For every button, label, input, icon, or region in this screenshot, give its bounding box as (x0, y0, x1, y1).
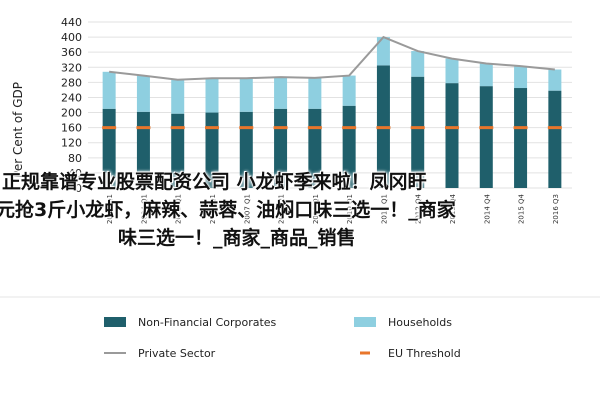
bar-households (205, 78, 219, 113)
x-tick-layer: 2003 Q1 2004 Q1 2005 Q1 2006 Q1 2007 Q1 2008 … (106, 193, 560, 224)
y-tick-label: 200 (61, 107, 82, 120)
x-tick-label: 2004 Q1 (140, 194, 148, 224)
x-tick-label: 2009 Q1 (312, 194, 320, 224)
x-tick-label: 2011 Q1 (380, 194, 388, 224)
bar-non-financial-corporates (136, 111, 150, 188)
bar-households (102, 71, 116, 109)
bar-non-financial-corporates (514, 88, 528, 188)
y-tick-label: 360 (61, 46, 82, 59)
bar-households (376, 37, 390, 66)
bar-households (274, 77, 288, 109)
y-tick-layer: 0 40 80 120 160 200 240 280 320 360 400 440 (61, 16, 82, 195)
x-tick-label: 2007 Q1 (243, 194, 251, 224)
bar-households (308, 77, 322, 109)
bar-households (445, 58, 459, 84)
x-tick-label: 2008 Q1 (278, 194, 286, 224)
x-tick-label: 2006 Q1 (209, 194, 217, 224)
x-tick-label: 2016 Q3 (552, 194, 560, 224)
y-tick-label: 320 (61, 61, 82, 74)
bar-households (342, 75, 356, 106)
legend-swatch (104, 317, 126, 327)
x-tick-label: 2012 Q4 (415, 193, 423, 224)
bar-non-financial-corporates (171, 113, 185, 188)
bar-households (479, 63, 493, 87)
bar-non-financial-corporates (445, 83, 459, 188)
y-tick-label: 160 (61, 122, 82, 135)
bar-non-financial-corporates (479, 86, 493, 188)
y-tick-label: 240 (61, 91, 82, 104)
bar-non-financial-corporates (205, 112, 219, 188)
x-tick-label: 2003 Q1 (106, 194, 114, 224)
y-tick-label: 440 (61, 16, 82, 29)
x-tick-label: 2013 Q4 (449, 193, 457, 224)
line-layer (102, 35, 562, 130)
bar-non-financial-corporates (274, 108, 288, 188)
x-tick-label: 2010 Q1 (346, 194, 354, 224)
legend-label: Households (388, 316, 452, 329)
bar-households (171, 79, 185, 114)
y-tick-label: 280 (61, 76, 82, 89)
legend-label: Private Sector (138, 347, 216, 360)
y-tick-label: 40 (68, 167, 82, 180)
bar-non-financial-corporates (342, 105, 356, 188)
bar-non-financial-corporates (411, 76, 425, 188)
x-tick-label: 2014 Q4 (483, 193, 491, 224)
legend: Non-Financial Corporates Households Privat… (104, 316, 461, 360)
bar-households (239, 78, 253, 112)
x-tick-label: 2005 Q1 (175, 194, 183, 224)
legend-label: EU Threshold (388, 347, 461, 360)
line-private-sector (109, 35, 555, 81)
y-tick-label: 0 (75, 182, 82, 195)
bar-non-financial-corporates (239, 111, 253, 188)
bar-households (514, 66, 528, 89)
legend-swatch (354, 317, 376, 327)
bar-non-financial-corporates (308, 108, 322, 188)
y-tick-label: 400 (61, 31, 82, 44)
bar-households (136, 75, 150, 112)
bar-households (411, 51, 425, 77)
bar-non-financial-corporates (548, 90, 562, 188)
x-tick-label: 2015 Q4 (518, 193, 526, 224)
y-tick-label: 80 (68, 152, 82, 165)
bar-non-financial-corporates (102, 108, 116, 188)
y-axis-label: Per Cent of GDP (11, 82, 25, 178)
bar-households (548, 69, 562, 91)
legend-label: Non-Financial Corporates (138, 316, 277, 329)
grid-layer (88, 21, 572, 189)
y-tick-label: 120 (61, 137, 82, 150)
